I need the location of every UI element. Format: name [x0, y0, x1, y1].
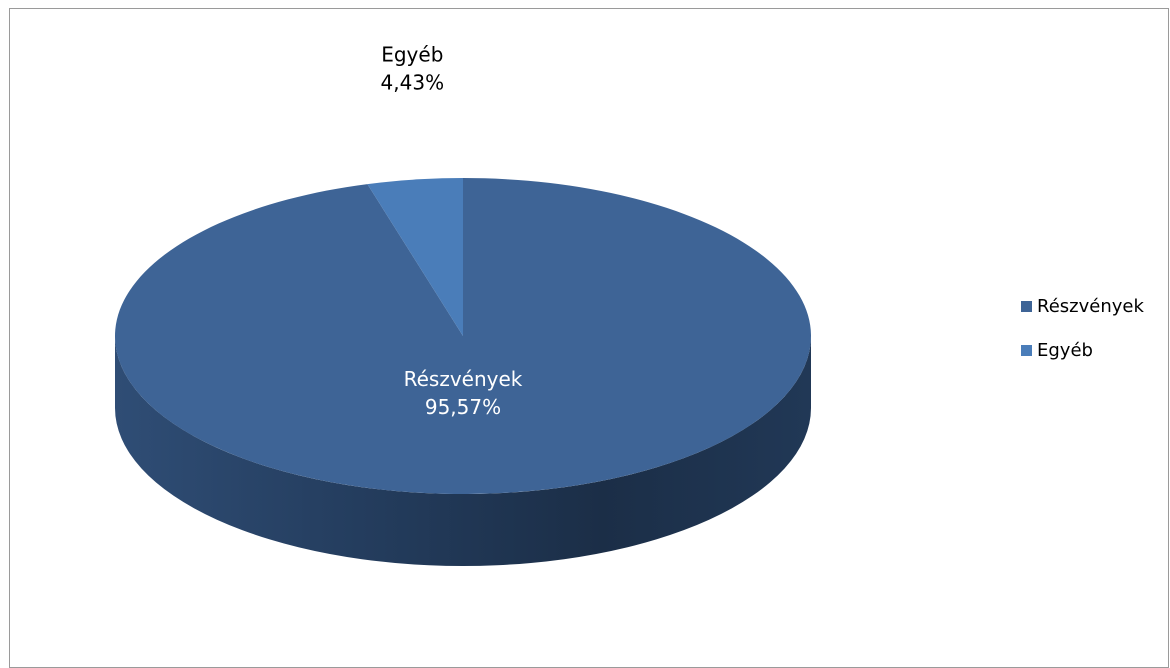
data-label-category-egy-b: Egyéb: [381, 43, 443, 67]
legend-label-r-szv-nyek: Részvények: [1037, 296, 1144, 317]
legend-swatch-r-szv-nyek: [1021, 301, 1032, 312]
pie-side-wall-shape: [115, 336, 811, 566]
data-label-category-r-szv-nyek: Részvények: [404, 367, 523, 391]
legend-label-egy-b: Egyéb: [1037, 340, 1093, 361]
pie-slice-r-szv-nyek: [115, 178, 812, 494]
pie-side-wall: [115, 336, 811, 566]
data-labels: Részvények 95,57% Egyéb 4,43%: [381, 43, 523, 419]
legend: Részvények Egyéb: [1021, 296, 1144, 361]
pie-chart: Részvények 95,57% Egyéb 4,43% Részvények Egy…: [115, 43, 1144, 566]
legend-swatch-egy-b: [1021, 345, 1032, 356]
pie-slice-egy-b: [367, 178, 463, 336]
data-label-value-egy-b: 4,43%: [381, 71, 445, 95]
data-label-value-r-szv-nyek: 95,57%: [425, 395, 501, 419]
pie-slices: [115, 178, 812, 494]
